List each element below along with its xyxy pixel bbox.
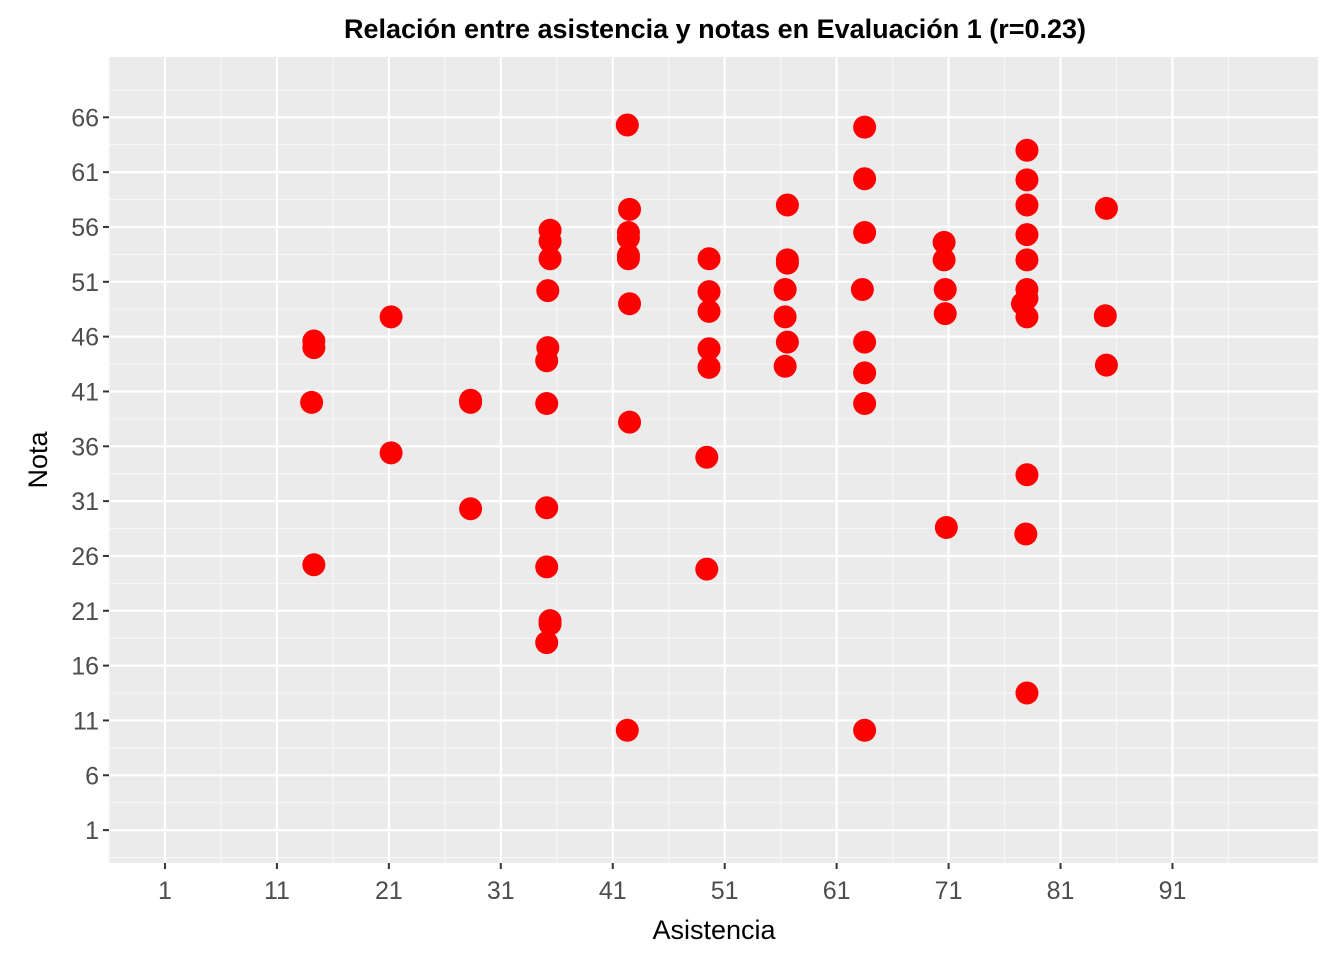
data-point	[697, 247, 721, 271]
data-point	[535, 349, 559, 373]
data-point	[535, 555, 559, 579]
data-point	[1015, 138, 1039, 162]
data-point	[775, 193, 799, 217]
data-point	[615, 113, 639, 137]
x-tick-label: 41	[599, 877, 627, 905]
x-tick-label: 31	[487, 877, 515, 905]
data-point	[538, 612, 562, 636]
data-point	[535, 392, 559, 416]
data-point	[536, 279, 560, 303]
x-tick-label: 21	[375, 877, 403, 905]
y-tick-label: 56	[71, 214, 99, 242]
data-point	[853, 115, 877, 139]
x-tick-label: 91	[1159, 877, 1187, 905]
data-point	[773, 354, 797, 378]
data-point	[932, 230, 956, 254]
data-point	[459, 497, 483, 521]
y-tick-label: 61	[71, 159, 99, 187]
data-point	[775, 251, 799, 275]
data-point	[1015, 248, 1039, 272]
data-point	[615, 718, 639, 742]
data-point	[697, 280, 721, 304]
data-point	[379, 305, 403, 329]
data-point	[775, 330, 799, 354]
data-point	[853, 392, 877, 416]
data-point	[932, 248, 956, 272]
y-tick-label: 16	[71, 653, 99, 681]
data-point	[618, 410, 642, 434]
data-point	[302, 553, 326, 577]
y-tick-label: 36	[71, 433, 99, 461]
data-points	[300, 113, 1118, 742]
y-tick-label: 26	[71, 543, 99, 571]
data-point	[302, 336, 326, 360]
data-point	[695, 557, 719, 581]
data-point	[1093, 304, 1117, 328]
y-tick-label: 51	[71, 269, 99, 297]
data-point	[1094, 353, 1118, 377]
data-point	[618, 197, 642, 221]
x-axis-ticks: 1 11 21 31 41 51 61 71 81 91	[158, 863, 1186, 905]
data-point	[773, 305, 797, 329]
y-tick-label: 6	[85, 762, 99, 790]
x-tick-label: 51	[711, 877, 739, 905]
data-point	[379, 441, 403, 465]
y-tick-label: 46	[71, 324, 99, 352]
data-point	[850, 277, 874, 301]
data-point	[1015, 193, 1039, 217]
data-point	[773, 277, 797, 301]
data-point	[853, 220, 877, 244]
data-point	[697, 299, 721, 323]
x-tick-label: 61	[823, 877, 851, 905]
data-point	[1015, 681, 1039, 705]
data-point	[697, 337, 721, 361]
y-axis-title: Nota	[23, 431, 53, 489]
y-tick-label: 66	[71, 104, 99, 132]
data-point	[1015, 463, 1039, 487]
data-point	[853, 361, 877, 385]
y-tick-label: 1	[85, 817, 99, 845]
data-point	[695, 445, 719, 469]
data-point	[1015, 305, 1039, 329]
data-point	[616, 226, 640, 250]
data-point	[616, 247, 640, 271]
data-point	[853, 718, 877, 742]
data-point	[933, 277, 957, 301]
x-tick-label: 81	[1047, 877, 1075, 905]
data-point	[535, 631, 559, 655]
data-point	[934, 515, 958, 539]
data-point	[1014, 522, 1038, 546]
x-axis-title: Asistencia	[652, 915, 776, 945]
x-tick-label: 71	[935, 877, 963, 905]
chart-title: Relación entre asistencia y notas en Eva…	[344, 14, 1086, 44]
data-point	[1015, 168, 1039, 192]
y-tick-label: 21	[71, 598, 99, 626]
data-point	[300, 390, 324, 414]
data-point	[697, 355, 721, 379]
data-point	[535, 496, 559, 520]
data-point	[1015, 223, 1039, 247]
y-tick-label: 31	[71, 488, 99, 516]
data-point	[1015, 286, 1039, 310]
data-point	[853, 167, 877, 191]
data-point	[933, 302, 957, 326]
data-point	[459, 390, 483, 414]
data-point	[538, 247, 562, 271]
data-point	[618, 292, 642, 316]
data-point	[538, 229, 562, 253]
data-point	[1094, 196, 1118, 220]
x-tick-label: 11	[264, 877, 290, 905]
y-tick-label: 11	[73, 707, 99, 735]
data-point	[853, 330, 877, 354]
x-tick-label: 1	[158, 877, 172, 905]
y-tick-label: 41	[71, 378, 99, 406]
